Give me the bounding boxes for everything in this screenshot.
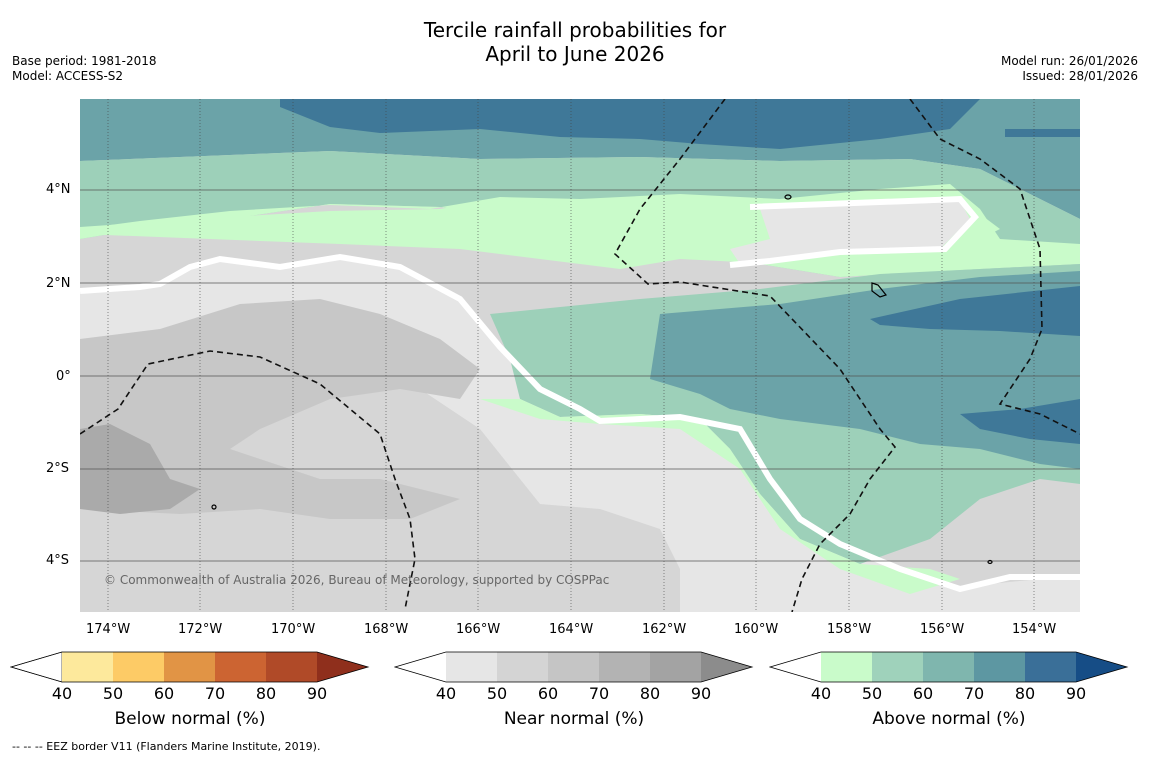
legend-near-bar (394, 651, 754, 683)
lon-label-168w: 168°W (364, 622, 409, 637)
legend-below-title: Below normal (%) (114, 709, 266, 729)
island-3 (211, 504, 217, 510)
legend-near-swatch-6 (701, 652, 752, 682)
legend-below-swatch-4 (215, 652, 266, 682)
model-name: Model: ACCESS-S2 (12, 69, 124, 83)
boundary-line-northeast-patch (729, 195, 980, 268)
legend-near-tick-1: 50 (486, 684, 508, 703)
legend-above-swatch-3 (923, 652, 974, 682)
region-above-90-east (870, 286, 1080, 336)
legend-above-tick-0: 40 (810, 684, 832, 703)
legend-below-swatch-3 (164, 652, 215, 682)
region-near-60-southwest (80, 299, 480, 519)
island-2 (871, 282, 888, 298)
issued-date: Issued: 28/01/2026 (1022, 69, 1138, 83)
boundary-line-near-above (80, 253, 1080, 593)
legend-near-swatch-3 (548, 652, 599, 682)
legend-above-title: Above normal (%) (872, 709, 1026, 729)
lon-label-160w: 160°W (734, 622, 779, 637)
eez-border-east (909, 99, 1080, 435)
lat-label-2s: 2°S (46, 461, 70, 476)
legend-below-swatch-0 (10, 651, 63, 683)
legend-above-swatch-4 (974, 652, 1025, 682)
legend-near-tick-0: 40 (435, 684, 457, 703)
legend-below-swatch-1 (62, 652, 113, 682)
legend-above-tick-4: 80 (1014, 684, 1036, 703)
legend-below-bar (10, 651, 370, 683)
legend-near-swatch-2 (497, 652, 548, 682)
legend-near-swatch-0 (395, 652, 446, 682)
region-above-90-southeast (960, 399, 1080, 444)
lon-label-170w: 170°W (271, 622, 316, 637)
legend-above-tick-2: 60 (912, 684, 934, 703)
lon-label-174w: 174°W (86, 622, 131, 637)
eez-border-west (80, 350, 416, 610)
lon-label-166w: 166°W (456, 622, 501, 637)
legend-above-swatch-5 (1025, 652, 1076, 682)
legend-near-swatch-1 (446, 652, 497, 682)
legend-below-tick-3: 70 (204, 684, 226, 703)
legend-near-swatch-5 (650, 652, 701, 682)
model-run: Model run: 26/01/2026 (1000, 54, 1138, 68)
legend-below-tick-4: 80 (255, 684, 277, 703)
latitude-lines (80, 189, 1080, 562)
legend-above-tick-5: 90 (1065, 684, 1087, 703)
legend-above-swatch-2 (872, 652, 923, 682)
eez-borders (80, 99, 1080, 612)
legend-near-tick-3: 70 (588, 684, 610, 703)
legend-above-tick-3: 70 (963, 684, 985, 703)
region-above-90-north (280, 99, 980, 149)
region-above-90-northeast (1005, 129, 1080, 137)
legend-above-bar (769, 651, 1129, 683)
legend-near-title: Near normal (%) (503, 709, 645, 729)
legend-below-tick-2: 60 (153, 684, 175, 703)
eez-border-central (613, 99, 897, 612)
legend-above-swatch-1 (821, 652, 872, 682)
meta-left: Base period: 1981-2018 Model: ACCESS-S2 (12, 54, 157, 84)
legend-near-swatch-4 (599, 652, 650, 682)
base-period: Base period: 1981-2018 (12, 54, 157, 68)
title-line-2: April to June 2026 (485, 42, 665, 66)
title-line-1: Tercile rainfall probabilities for (423, 18, 727, 42)
footer-note: -- -- -- EEZ border V11 (Flanders Marine… (12, 740, 321, 753)
copyright-text: © Commonwealth of Australia 2026, Bureau… (104, 573, 609, 587)
legend-below-swatch-5 (266, 652, 317, 682)
lon-label-154w: 154°W (1012, 622, 1057, 637)
chart-title: Tercile rainfall probabilities for April… (0, 18, 1150, 66)
lat-label-0: 0° (56, 369, 71, 384)
lon-label-158w: 158°W (827, 622, 872, 637)
island-4 (987, 559, 993, 565)
legend-below-tick-5: 90 (306, 684, 328, 703)
lon-label-162w: 162°W (642, 622, 687, 637)
legend-below-swatch-2 (113, 652, 164, 682)
legend-near-tick-2: 60 (537, 684, 559, 703)
islands (211, 194, 993, 565)
lat-label-4n: 4°N (46, 182, 71, 197)
island-1 (784, 194, 792, 200)
legend-below-swatch-6 (317, 652, 368, 682)
meta-right: Model run: 26/01/2026 Issued: 28/01/2026 (1001, 54, 1138, 84)
legend-near-tick-4: 80 (639, 684, 661, 703)
legend-below-tick-1: 50 (102, 684, 124, 703)
legend-below-tick-0: 40 (51, 684, 73, 703)
legend-above-swatch-0 (770, 652, 821, 682)
lon-label-156w: 156°W (920, 622, 965, 637)
lat-label-2n: 2°N (46, 276, 71, 291)
lon-label-172w: 172°W (178, 622, 223, 637)
lat-label-4s: 4°S (46, 553, 70, 568)
legend-above-tick-1: 50 (861, 684, 883, 703)
legend-near-tick-5: 90 (690, 684, 712, 703)
map: © Commonwealth of Australia 2026, Bureau… (80, 99, 1080, 612)
lon-label-164w: 164°W (549, 622, 594, 637)
legend-above-swatch-6 (1076, 652, 1127, 682)
